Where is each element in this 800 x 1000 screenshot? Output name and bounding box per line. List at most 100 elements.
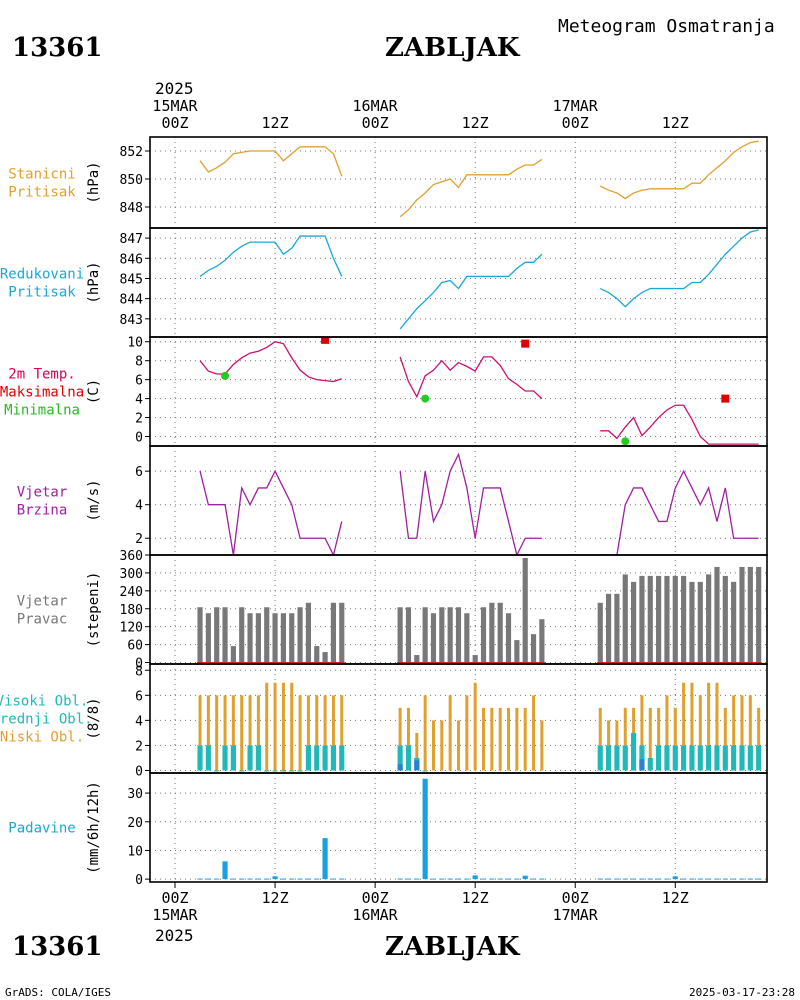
series-line (600, 469, 759, 555)
cloud-bar (298, 695, 302, 771)
y-tick-label: 852 (120, 145, 143, 160)
cloud-bar (715, 682, 719, 771)
cloud-bar (623, 707, 627, 771)
precipitation-bar (522, 875, 528, 880)
cloud-bar (423, 695, 427, 771)
series-line (399, 158, 543, 218)
wind_direction-bar (280, 613, 286, 663)
cloud-bar (240, 695, 244, 771)
wind_direction-bar (539, 619, 545, 663)
cloud-bar (507, 707, 511, 771)
y-tick-label: 2 (135, 739, 143, 754)
wind_direction-bar (614, 593, 620, 663)
y-axis-label: (hPa) (86, 261, 102, 303)
cloud-bar (540, 720, 544, 771)
cloud-bar (248, 695, 252, 771)
bottom-time-label: 00Z (161, 889, 188, 907)
precipitation-bar (706, 878, 712, 880)
y-tick-label: 844 (120, 293, 144, 308)
wind_direction-bar (255, 613, 261, 663)
y-tick-label: 6 (135, 374, 143, 389)
precipitation-bar (597, 878, 603, 880)
series-line (199, 469, 343, 555)
cloud-bar (405, 745, 412, 771)
panel-label: Pritisak (8, 285, 76, 301)
series-line (399, 452, 542, 555)
series-line (600, 404, 759, 445)
wind_direction-bar (239, 607, 245, 663)
wind_direction-bar (697, 581, 703, 663)
cloud-bar (273, 682, 277, 771)
y-tick-label: 0 (135, 764, 143, 779)
y-tick-label: 360 (120, 549, 143, 564)
cloud-bar (206, 695, 210, 771)
top-time-label: 00Z (362, 114, 389, 132)
station-name-bottom: ZABLJAK (385, 932, 521, 962)
wind_direction-bar (447, 607, 453, 663)
series-line (199, 235, 343, 277)
cloud-bar (597, 745, 603, 771)
y-tick-label: 2 (135, 412, 143, 427)
cloud-bar (473, 682, 477, 771)
cloud-bar (414, 760, 420, 771)
precipitation-bar (430, 878, 437, 880)
precipitation-bar (605, 878, 612, 880)
max-temp-marker (321, 337, 330, 344)
top-time-label: 00Z (161, 114, 188, 132)
precipitation-bar (247, 878, 253, 880)
wind_direction-bar (397, 607, 403, 663)
y-tick-label: 6 (135, 689, 143, 704)
wind_direction-bar (605, 593, 612, 663)
y-tick-label: 180 (120, 603, 143, 618)
bottom-date-label: 15MAR (152, 906, 198, 924)
panel-wind_direction: 0 60 120 180 240 300 360 Vjetar Pravac (stepeni) (17, 549, 768, 672)
wind_direction-bar (205, 613, 211, 663)
precipitation-bar (405, 878, 412, 880)
wind_direction-bar (689, 581, 695, 663)
bottom-time-label: 00Z (362, 889, 389, 907)
wind_direction-bar (514, 640, 520, 663)
cloud-bar (305, 745, 312, 771)
y-tick-label: 8 (135, 355, 143, 370)
cloud-bar (331, 695, 335, 771)
y-tick-label: 240 (120, 585, 143, 600)
precipitation-bar (197, 878, 203, 880)
wind_direction-bar (706, 574, 712, 663)
bottom-date-label: 16MAR (353, 906, 399, 924)
cloud-bar (398, 707, 402, 771)
y-tick-label: 60 (127, 639, 143, 654)
y-tick-label: 2 (135, 532, 143, 547)
cloud-bar (706, 745, 712, 771)
wind_direction-bar (339, 602, 345, 663)
credit-label: GrADS: COLA/IGES (5, 986, 111, 999)
top-time-label: 12Z (662, 114, 689, 132)
cloud-bar (622, 745, 628, 771)
cloud-bar (231, 695, 235, 771)
cloud-bar (215, 695, 219, 771)
panel-frame (149, 336, 768, 447)
cloud-bar (640, 695, 644, 771)
wind_direction-bar (722, 575, 728, 663)
cloud-bar (315, 695, 319, 771)
precipitation-bar (681, 878, 687, 880)
y-tick-label: 20 (127, 816, 143, 831)
precipitation-bar (255, 878, 261, 880)
bottom-date-label: 17MAR (553, 906, 599, 924)
cloud-bar (757, 707, 761, 771)
cloud-bar (239, 770, 245, 772)
panel-label: Redukovani (0, 267, 84, 283)
cloud-bar (339, 745, 345, 771)
cloud-bar (230, 745, 236, 771)
series-line (199, 146, 343, 177)
wind_direction-bar (230, 646, 236, 663)
cloud-bar (272, 770, 278, 772)
panel-label: Stanicni (8, 167, 75, 183)
y-tick-label: 10 (127, 844, 143, 859)
wind_direction-bar (472, 655, 478, 663)
wind_direction-bar (731, 581, 737, 663)
precipitation-bar (447, 878, 453, 880)
precipitation-bar (631, 878, 637, 880)
y-tick-label: 0 (135, 873, 143, 888)
bottom-time-label: 12Z (662, 889, 689, 907)
y-tick-label: 845 (120, 272, 143, 287)
